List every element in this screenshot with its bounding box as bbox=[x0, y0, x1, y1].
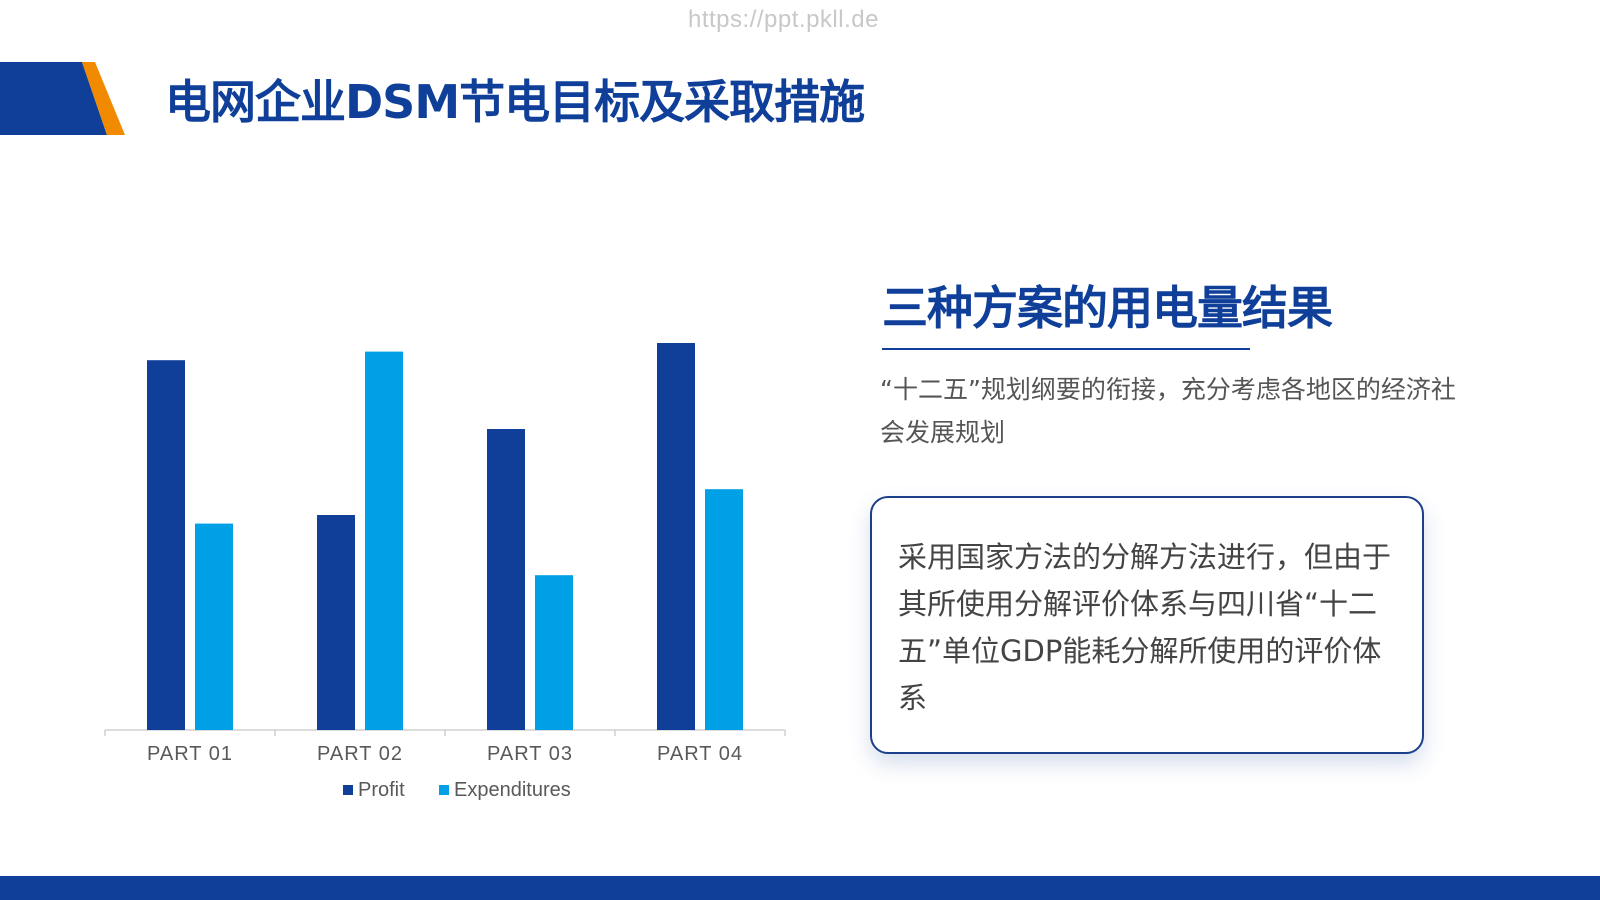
bar-expenditures-4 bbox=[705, 489, 743, 730]
bar-expenditures-1 bbox=[195, 523, 233, 730]
x-tick-label: PART 04 bbox=[657, 743, 743, 765]
bar-profit-1 bbox=[147, 360, 185, 730]
bar-chart: PART 01 PART 02 PART 03 PART 04 Profit Expend… bbox=[85, 270, 805, 820]
bar-profit-3 bbox=[487, 429, 525, 730]
legend-label-profit: Profit bbox=[358, 779, 405, 801]
heading-underline bbox=[882, 348, 1250, 350]
x-tick-label: PART 02 bbox=[317, 743, 403, 765]
x-tick-label: PART 01 bbox=[147, 743, 233, 765]
detail-card-text: 采用国家方法的分解方法进行，但由于其所使用分解评价体系与四川省“十二五”单位GD… bbox=[898, 540, 1392, 715]
bar-expenditures-3 bbox=[535, 575, 573, 730]
header-accent-band bbox=[0, 62, 125, 135]
x-tick-label: PART 03 bbox=[487, 743, 573, 765]
page-title: 电网企业DSM节电目标及采取措施 bbox=[165, 75, 865, 129]
bar-expenditures-2 bbox=[365, 351, 403, 730]
watermark-url: https://ppt.pkll.de bbox=[688, 6, 879, 33]
section-heading: 三种方案的用电量结果 bbox=[882, 281, 1333, 335]
bar-profit-4 bbox=[657, 343, 695, 730]
legend-swatch-expenditures bbox=[439, 785, 449, 795]
bar-profit-2 bbox=[317, 515, 355, 730]
footer-bar bbox=[0, 876, 1600, 900]
intro-paragraph: “十二五”规划纲要的衔接，充分考虑各地区的经济社会发展规划 bbox=[880, 375, 1456, 447]
detail-card: 采用国家方法的分解方法进行，但由于其所使用分解评价体系与四川省“十二五”单位GD… bbox=[870, 496, 1424, 754]
bar-chart-svg: PART 01 PART 02 PART 03 PART 04 Profit Expend… bbox=[104, 343, 786, 801]
legend-swatch-profit bbox=[343, 785, 353, 795]
legend-label-expenditures: Expenditures bbox=[454, 779, 571, 801]
